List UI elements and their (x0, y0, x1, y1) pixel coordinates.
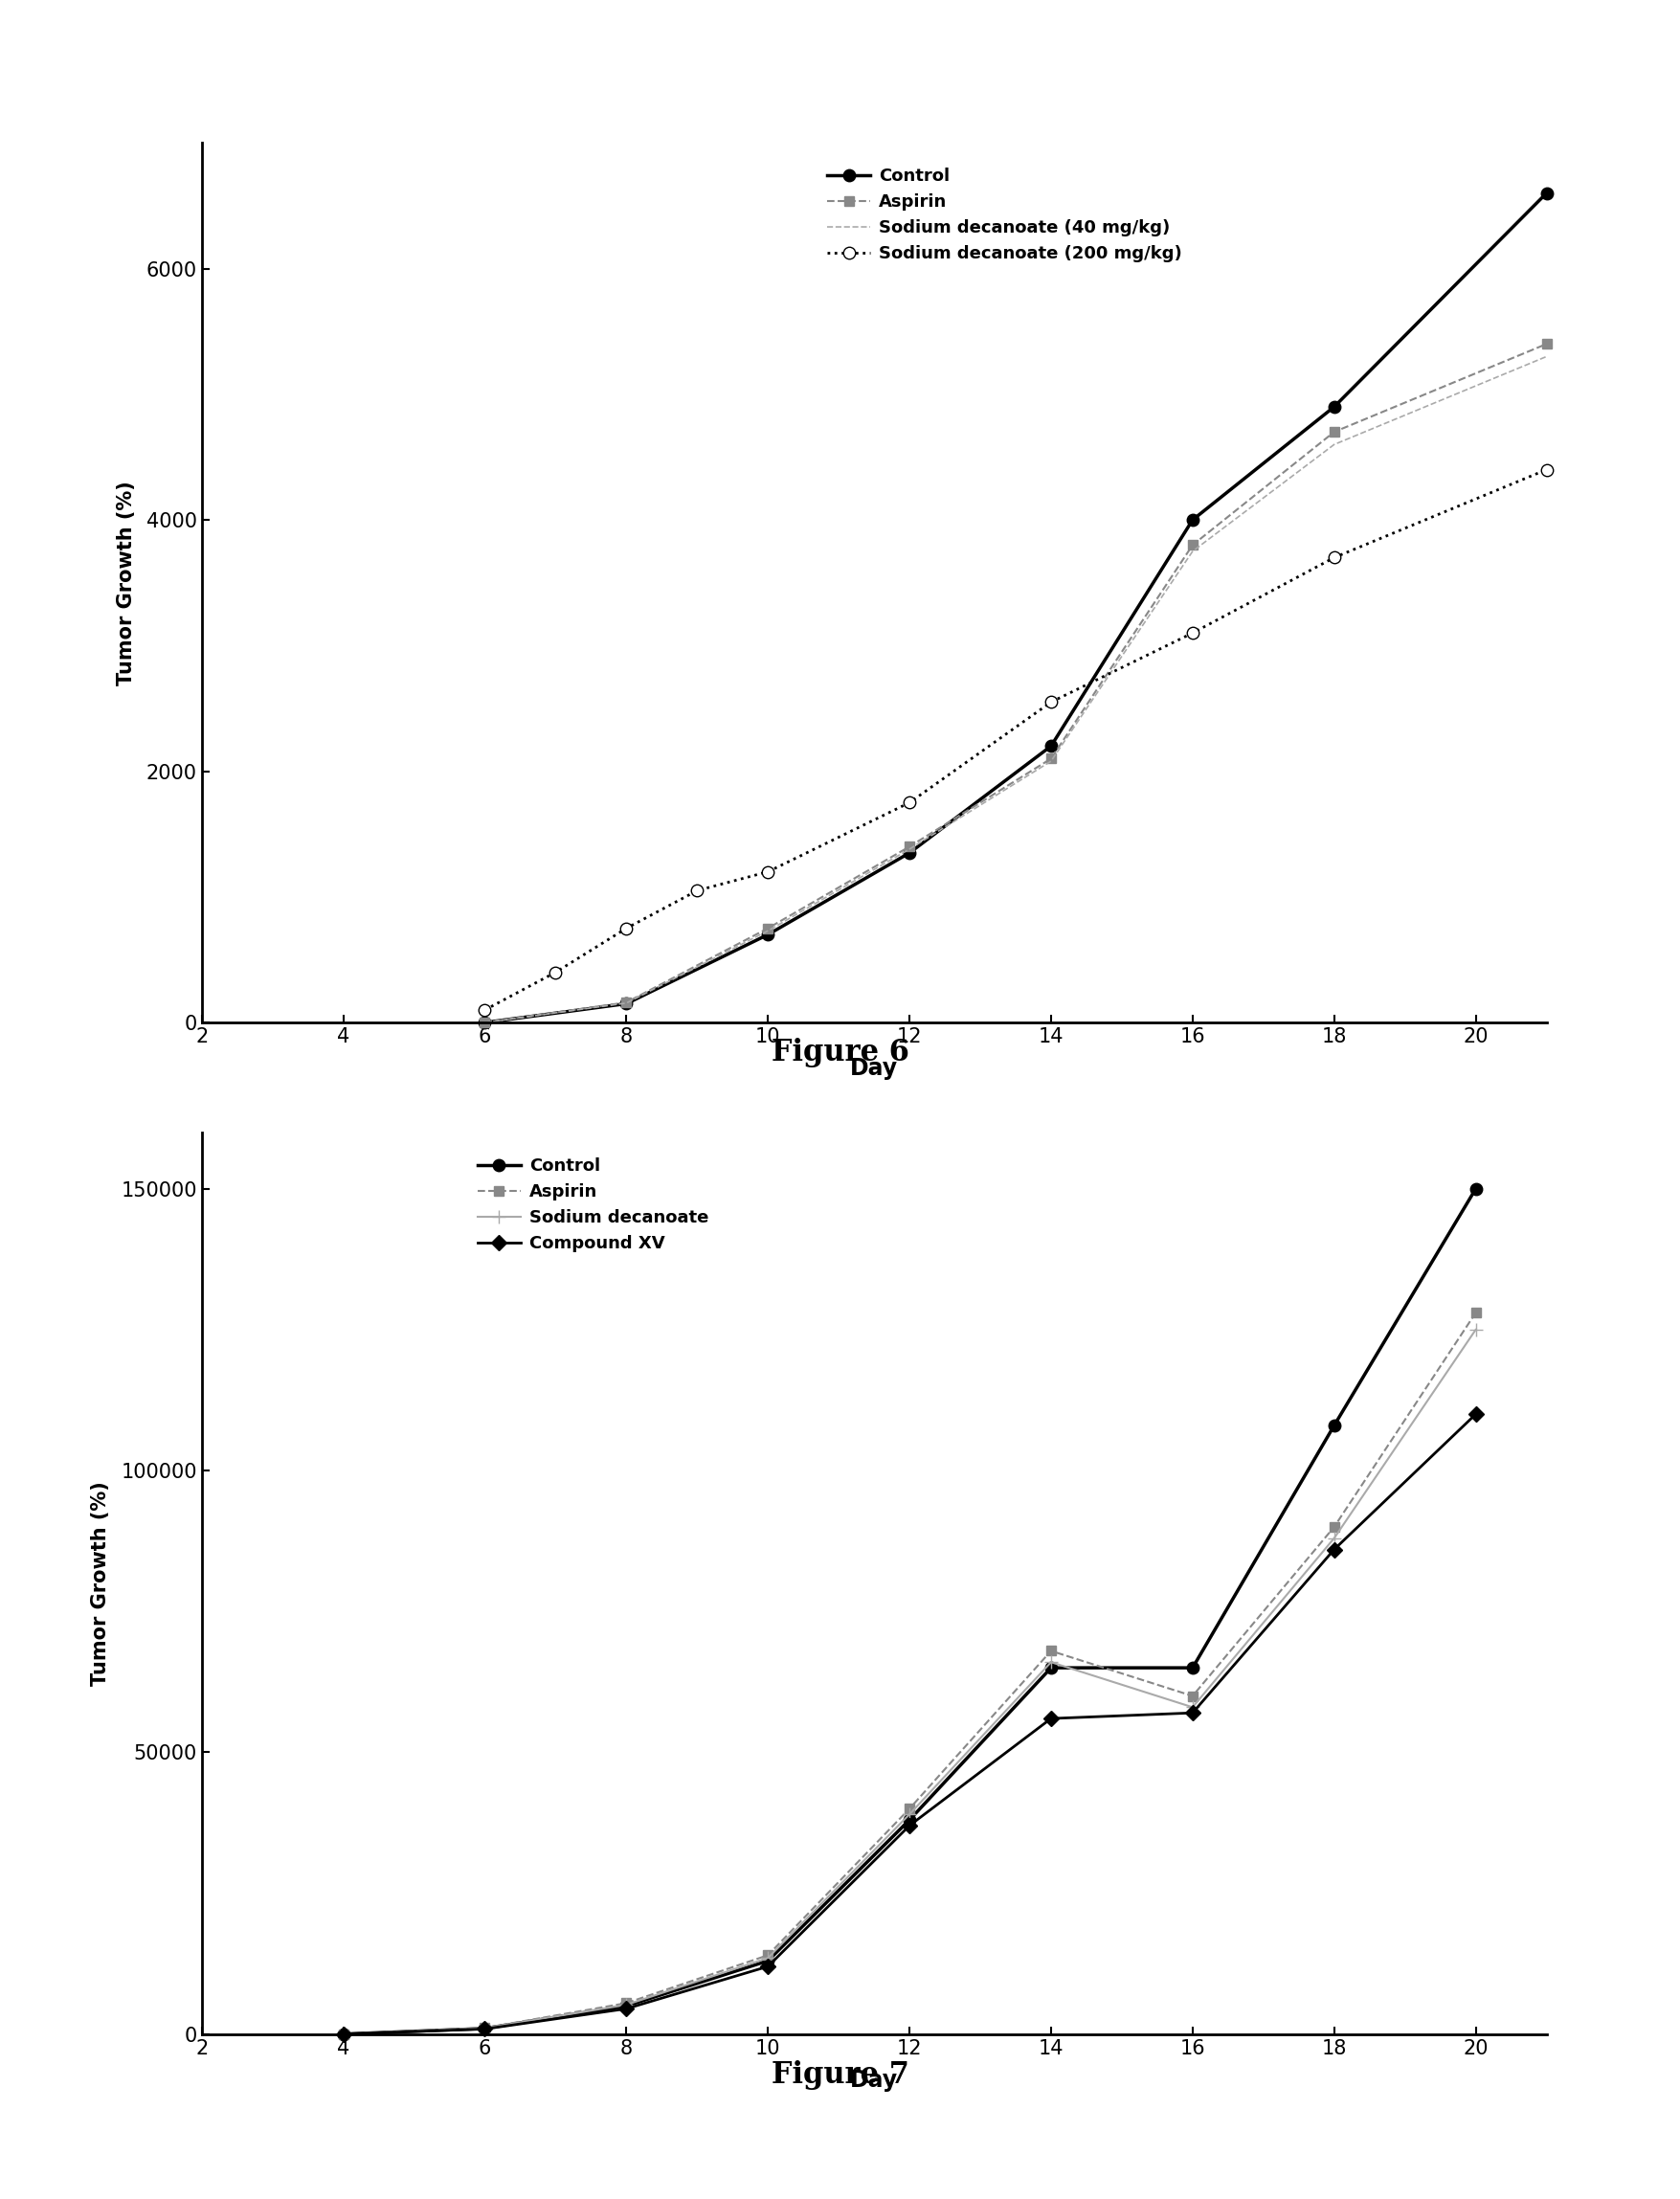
Control (899, 1808, 919, 1834)
Compound XV (899, 1812, 919, 1838)
Aspirin (1324, 418, 1344, 444)
Aspirin (1040, 1638, 1060, 1665)
Sodium decanoate (1324, 1526, 1344, 1552)
X-axis label: Day: Day (850, 2069, 897, 2091)
Text: Figure 6: Figure 6 (771, 1038, 909, 1067)
Sodium decanoate (40 mg/kg) (899, 836, 919, 862)
Line: Sodium decanoate: Sodium decanoate (336, 1324, 1482, 2041)
Sodium decanoate (40 mg/kg) (474, 1009, 494, 1036)
Sodium decanoate (200 mg/kg) (687, 877, 707, 904)
Compound XV (617, 1994, 637, 2021)
Sodium decanoate (617, 1992, 637, 2019)
Line: Aspirin: Aspirin (338, 1308, 1480, 2038)
Aspirin (617, 990, 637, 1016)
Line: Control: Control (479, 187, 1552, 1029)
Text: Figure 7: Figure 7 (771, 2060, 909, 2089)
Sodium decanoate (200 mg/kg) (1324, 545, 1344, 572)
Compound XV (758, 1953, 778, 1979)
Control (1324, 394, 1344, 420)
Sodium decanoate (200 mg/kg) (899, 789, 919, 816)
Control (617, 990, 637, 1016)
Y-axis label: Tumor Growth (%): Tumor Growth (%) (116, 479, 136, 686)
Control (1465, 1176, 1485, 1203)
X-axis label: Day: Day (850, 1058, 897, 1080)
Sodium decanoate (200 mg/kg) (1536, 457, 1556, 484)
Line: Sodium decanoate (200 mg/kg): Sodium decanoate (200 mg/kg) (479, 464, 1552, 1016)
Compound XV (1040, 1706, 1060, 1733)
Aspirin (1181, 1682, 1201, 1709)
Sodium decanoate (474, 2014, 494, 2041)
Sodium decanoate (1181, 1693, 1201, 1720)
Sodium decanoate (899, 1801, 919, 1827)
Sodium decanoate (200 mg/kg) (758, 858, 778, 884)
Sodium decanoate (40 mg/kg) (1536, 343, 1556, 369)
Y-axis label: Tumor Growth (%): Tumor Growth (%) (91, 1480, 111, 1687)
Sodium decanoate (1465, 1317, 1485, 1344)
Sodium decanoate (200 mg/kg) (617, 915, 637, 941)
Control (899, 840, 919, 866)
Aspirin (1324, 1513, 1344, 1539)
Control (1040, 732, 1060, 759)
Legend: Control, Aspirin, Sodium decanoate, Compound XV: Control, Aspirin, Sodium decanoate, Comp… (470, 1150, 716, 1260)
Sodium decanoate (40 mg/kg) (758, 917, 778, 943)
Line: Control: Control (338, 1183, 1480, 2041)
Control (758, 1948, 778, 1975)
Line: Compound XV: Compound XV (338, 1410, 1480, 2038)
Control (474, 2014, 494, 2041)
Control (1181, 506, 1201, 532)
Aspirin (1536, 330, 1556, 356)
Aspirin (899, 833, 919, 860)
Control (758, 921, 778, 948)
Control (333, 2021, 353, 2047)
Sodium decanoate (200 mg/kg) (474, 996, 494, 1023)
Sodium decanoate (40 mg/kg) (1181, 539, 1201, 565)
Aspirin (1465, 1300, 1485, 1326)
Aspirin (899, 1794, 919, 1821)
Control (474, 1009, 494, 1036)
Aspirin (474, 1009, 494, 1036)
Sodium decanoate (1040, 1649, 1060, 1676)
Sodium decanoate (200 mg/kg) (1040, 688, 1060, 715)
Sodium decanoate (758, 1944, 778, 1970)
Sodium decanoate (40 mg/kg) (617, 990, 637, 1016)
Compound XV (1181, 1700, 1201, 1726)
Aspirin (1181, 532, 1201, 559)
Compound XV (1324, 1537, 1344, 1563)
Sodium decanoate (333, 2021, 353, 2047)
Control (1324, 1412, 1344, 1438)
Line: Sodium decanoate (40 mg/kg): Sodium decanoate (40 mg/kg) (484, 356, 1546, 1023)
Aspirin (333, 2021, 353, 2047)
Sodium decanoate (200 mg/kg) (1181, 620, 1201, 647)
Aspirin (1040, 745, 1060, 772)
Legend: Control, Aspirin, Sodium decanoate (40 mg/kg), Sodium decanoate (200 mg/kg): Control, Aspirin, Sodium decanoate (40 m… (820, 161, 1188, 268)
Compound XV (1465, 1401, 1485, 1427)
Control (1536, 180, 1556, 207)
Aspirin (758, 915, 778, 941)
Line: Aspirin: Aspirin (480, 339, 1551, 1027)
Sodium decanoate (200 mg/kg) (546, 959, 566, 985)
Aspirin (758, 1942, 778, 1968)
Control (1040, 1654, 1060, 1680)
Aspirin (617, 1990, 637, 2016)
Sodium decanoate (40 mg/kg) (1324, 431, 1344, 457)
Sodium decanoate (40 mg/kg) (1040, 748, 1060, 774)
Control (617, 1992, 637, 2019)
Compound XV (474, 2016, 494, 2043)
Control (1181, 1654, 1201, 1680)
Aspirin (474, 2014, 494, 2041)
Compound XV (333, 2021, 353, 2047)
